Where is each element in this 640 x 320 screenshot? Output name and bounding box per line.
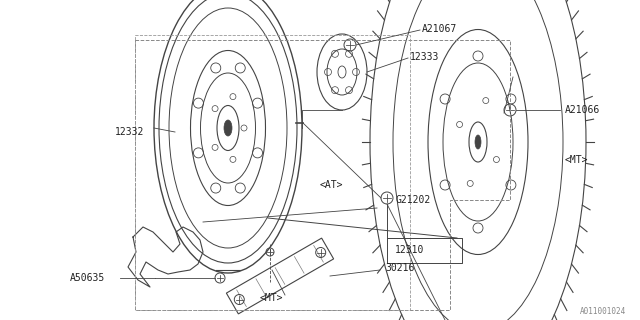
Text: <MT>: <MT> xyxy=(260,293,284,303)
Text: <MT>: <MT> xyxy=(565,155,589,165)
Text: 12332: 12332 xyxy=(115,127,145,137)
Ellipse shape xyxy=(475,135,481,149)
Text: A21067: A21067 xyxy=(422,24,457,34)
Text: A011001024: A011001024 xyxy=(580,308,627,316)
Text: 12310: 12310 xyxy=(395,245,424,255)
Text: 12333: 12333 xyxy=(410,52,440,62)
Text: G21202: G21202 xyxy=(395,195,430,205)
Text: <AT>: <AT> xyxy=(320,180,344,190)
Text: A21066: A21066 xyxy=(565,105,600,115)
Text: A50635: A50635 xyxy=(70,273,105,283)
Text: 30216: 30216 xyxy=(385,263,414,273)
Ellipse shape xyxy=(224,120,232,136)
